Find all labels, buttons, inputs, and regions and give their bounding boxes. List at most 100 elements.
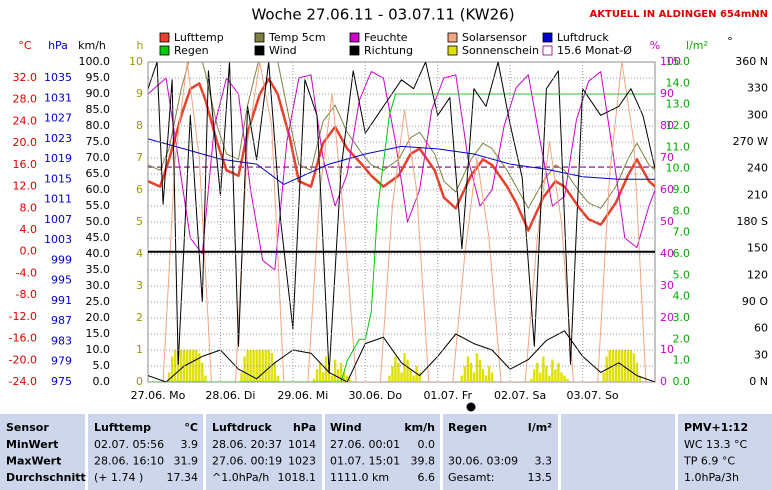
axis-unit-label: km/h — [78, 39, 106, 52]
table-cell: (+ 1.74 ) — [94, 471, 143, 484]
sunshine-bar — [273, 362, 276, 382]
legend-label: Feuchte — [364, 31, 408, 44]
y-tick-label: 5.0 — [93, 359, 111, 372]
table-cell: 17.34 — [167, 471, 199, 484]
y-tick-label: -8.0 — [16, 288, 37, 301]
table-cell: 1023 — [288, 455, 316, 468]
legend-label: Regen — [174, 44, 209, 57]
y-tick-label: 70.0 — [86, 151, 111, 164]
x-tick-label: 28.06. Di — [205, 389, 255, 402]
sunshine-bar — [632, 353, 636, 382]
y-tick-label: 9.0 — [673, 183, 691, 196]
y-tick-label: 8.0 — [673, 204, 691, 217]
table-cell: TP 6.9 °C — [683, 455, 735, 468]
table-cell: 13.5 — [528, 471, 553, 484]
y-tick-label: 45.0 — [86, 231, 111, 244]
y-tick-label: 7 — [136, 151, 143, 164]
sunshine-bar — [342, 372, 346, 382]
sunshine-bar — [327, 366, 331, 382]
y-tick-label: 1031 — [44, 91, 72, 104]
sunshine-bar — [463, 366, 467, 382]
table-header: l/m² — [528, 421, 552, 434]
table-cell-bg — [88, 414, 203, 490]
table-header: Luftdruck — [212, 421, 273, 434]
y-tick-label: 2 — [136, 311, 143, 324]
sunshine-bar — [533, 369, 536, 382]
table-cell: MaxWert — [6, 455, 61, 468]
sunshine-bar — [170, 356, 174, 382]
legend-label: Solarsensor — [462, 31, 527, 44]
series-line — [148, 330, 655, 382]
y-tick-label: 5.0 — [673, 268, 691, 281]
sunshine-bar — [345, 375, 349, 382]
y-tick-label: 10 — [660, 343, 674, 356]
sunshine-bar — [339, 362, 343, 382]
table-header: °C — [184, 421, 198, 434]
legend-label: Sonnenschein — [462, 44, 539, 57]
table-cell-bg — [0, 414, 85, 490]
y-tick-label: 1027 — [44, 112, 72, 125]
table-cell: 1014 — [288, 438, 316, 451]
y-tick-label: 32.0 — [13, 71, 38, 84]
y-tick-label: 10 — [129, 55, 143, 68]
y-tick-label: 50 — [660, 215, 674, 228]
table-cell: 01.07. 15:01 — [330, 455, 400, 468]
legend-label: Lufttemp — [174, 31, 224, 44]
sunshine-bar — [204, 375, 207, 382]
table-cell: 1.0hPa/3h — [684, 471, 739, 484]
table-cell: ^1.0hPa/h — [212, 471, 269, 484]
table-header: Regen — [448, 421, 487, 434]
legend-swatch — [159, 32, 170, 43]
sunshine-bar — [243, 356, 246, 382]
table-cell-bg — [443, 414, 558, 490]
sunshine-bar — [542, 356, 545, 382]
y-tick-label: 60 — [660, 183, 674, 196]
table-cell-bg — [678, 414, 772, 490]
table-header: Sensor — [6, 421, 49, 434]
y-tick-label: 28.0 — [13, 93, 38, 106]
y-tick-label: 0.0 — [20, 245, 38, 258]
sunshine-bar — [484, 375, 488, 382]
table-cell: WC 13.3 °C — [684, 438, 748, 451]
y-tick-label: 60 — [754, 322, 768, 335]
y-tick-label: 100.0 — [79, 55, 111, 68]
y-tick-label: 90 — [660, 87, 674, 100]
sunshine-bar — [201, 362, 204, 382]
legend-swatch — [542, 32, 553, 43]
y-tick-label: 24.0 — [13, 114, 38, 127]
y-tick-label: 50.0 — [86, 215, 111, 228]
stats-table: Sensor Lufttemp °C Luftdruck hPa Wind km/h Rege… — [0, 414, 772, 490]
sunshine-bar — [336, 369, 340, 382]
y-tick-label: 35.0 — [86, 263, 111, 276]
x-tick-label: 03.07. So — [566, 389, 618, 402]
sunshine-bar — [629, 350, 633, 382]
table-cell-bg — [206, 414, 322, 490]
y-tick-label: 7.0 — [673, 226, 691, 239]
sunshine-bar — [312, 378, 316, 382]
y-tick-label: 55.0 — [86, 199, 111, 212]
y-tick-label: 1.0 — [673, 354, 691, 367]
y-tick-label: 240 — [747, 162, 768, 175]
x-tick-label: 27.06. Mo — [131, 389, 186, 402]
x-tick-label: 02.07. Sa — [494, 389, 546, 402]
y-tick-label: 5 — [136, 215, 143, 228]
table-cell: 31.9 — [174, 455, 199, 468]
sunshine-bar — [551, 359, 554, 382]
y-tick-label: 20.0 — [86, 311, 111, 324]
sunshine-bar — [566, 378, 569, 382]
legend-label: 15.6 Monat-Ø — [557, 44, 632, 57]
y-tick-label: 1015 — [44, 172, 72, 185]
table-cell: MinWert — [6, 438, 58, 451]
axis-unit-label: % — [650, 39, 660, 52]
y-tick-label: 14.0 — [666, 76, 691, 89]
sunshine-bar — [563, 375, 566, 382]
table-cell: 1111.0 km — [330, 471, 389, 484]
y-tick-label: 1035 — [44, 71, 72, 84]
sunshine-bar — [557, 362, 560, 382]
y-tick-label: -24.0 — [9, 375, 37, 388]
table-header: hPa — [293, 421, 316, 434]
table-cell: 27.06. 00:19 — [212, 455, 282, 468]
table-cell: 3.3 — [535, 455, 553, 468]
sunshine-bar — [318, 362, 322, 382]
